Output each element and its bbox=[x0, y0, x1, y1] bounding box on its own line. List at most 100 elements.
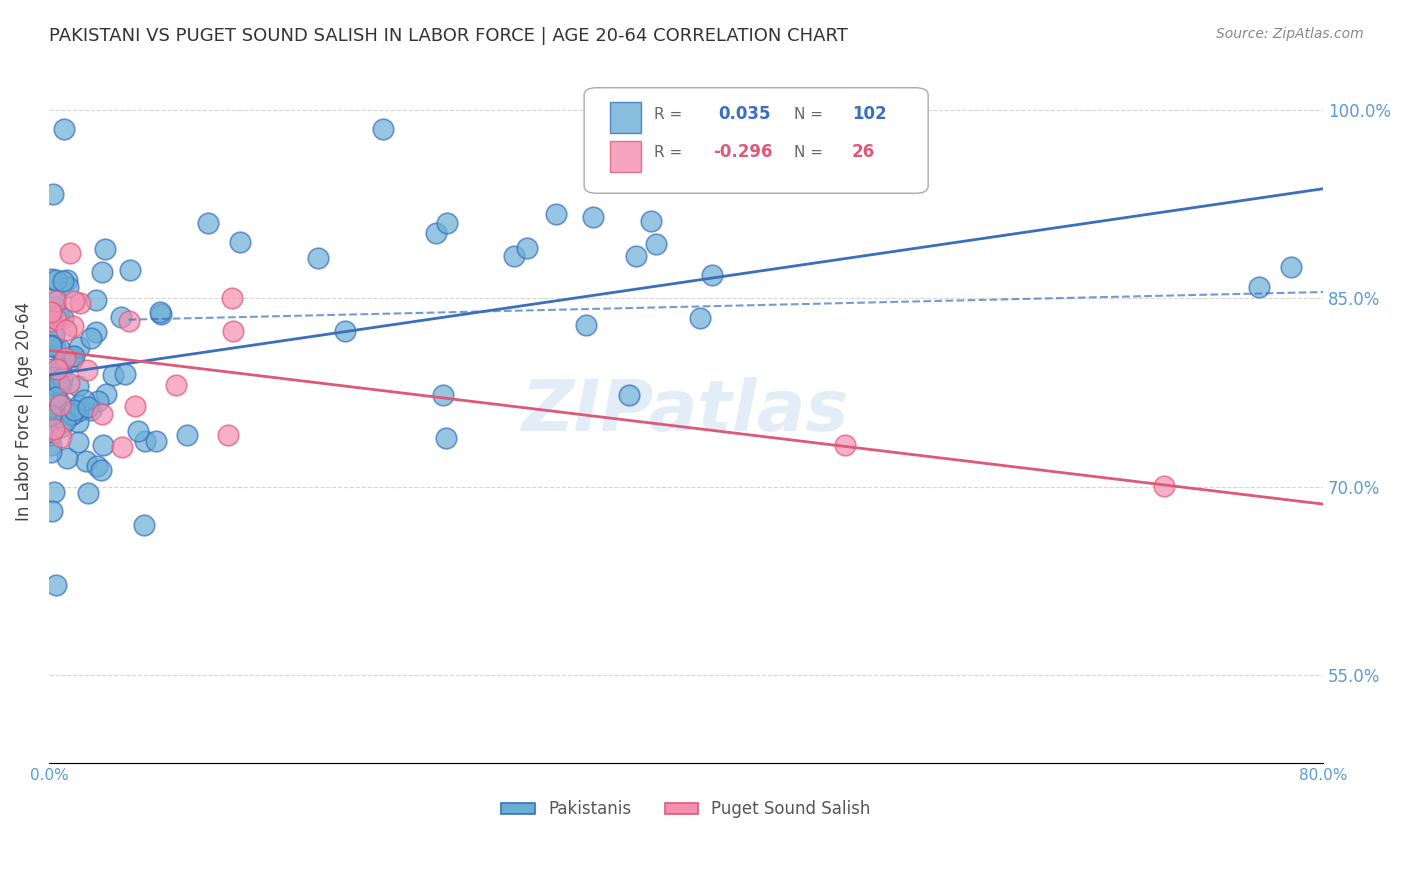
Puget Sound Salish bbox=[53, 351, 76, 365]
Pakistanis bbox=[42, 329, 65, 343]
Pakistanis bbox=[132, 517, 155, 532]
Pakistanis bbox=[52, 310, 75, 325]
Puget Sound Salish bbox=[55, 323, 77, 337]
Pakistanis bbox=[39, 438, 62, 452]
Pakistanis bbox=[1249, 279, 1271, 293]
Pakistanis bbox=[39, 408, 62, 422]
Pakistanis bbox=[77, 400, 100, 414]
Pakistanis bbox=[544, 207, 567, 221]
Pakistanis bbox=[581, 210, 603, 224]
Puget Sound Salish bbox=[49, 398, 72, 412]
Pakistanis bbox=[67, 398, 90, 412]
Pakistanis bbox=[60, 349, 83, 363]
Pakistanis bbox=[41, 338, 63, 352]
Pakistanis bbox=[176, 428, 198, 442]
Pakistanis bbox=[689, 311, 711, 326]
Text: N =: N = bbox=[794, 107, 828, 122]
Puget Sound Salish bbox=[91, 407, 114, 421]
Text: R =: R = bbox=[654, 145, 688, 160]
Pakistanis bbox=[425, 226, 447, 240]
Pakistanis bbox=[229, 235, 252, 249]
Pakistanis bbox=[48, 308, 70, 322]
Pakistanis bbox=[60, 407, 83, 421]
Pakistanis bbox=[307, 251, 329, 265]
Pakistanis bbox=[120, 262, 142, 277]
Pakistanis bbox=[51, 371, 73, 385]
Pakistanis bbox=[49, 378, 72, 392]
Pakistanis bbox=[52, 122, 75, 136]
Pakistanis bbox=[63, 350, 86, 364]
Pakistanis bbox=[700, 268, 723, 282]
Pakistanis bbox=[49, 420, 72, 434]
Pakistanis bbox=[87, 393, 110, 408]
Pakistanis bbox=[58, 280, 80, 294]
Puget Sound Salish bbox=[45, 312, 67, 326]
Pakistanis bbox=[52, 274, 75, 288]
Puget Sound Salish bbox=[58, 245, 80, 260]
Pakistanis bbox=[44, 378, 66, 392]
Pakistanis bbox=[145, 434, 167, 449]
Text: R =: R = bbox=[654, 107, 688, 122]
Text: 0.035: 0.035 bbox=[718, 105, 770, 123]
Pakistanis bbox=[114, 368, 136, 382]
Pakistanis bbox=[67, 415, 90, 429]
Puget Sound Salish bbox=[39, 305, 62, 319]
Pakistanis bbox=[75, 454, 97, 468]
FancyBboxPatch shape bbox=[610, 102, 641, 134]
Pakistanis bbox=[77, 485, 100, 500]
Pakistanis bbox=[94, 242, 117, 256]
Pakistanis bbox=[53, 413, 76, 427]
Pakistanis bbox=[48, 341, 70, 355]
Puget Sound Salish bbox=[58, 376, 80, 390]
Puget Sound Salish bbox=[69, 295, 91, 310]
Pakistanis bbox=[45, 577, 67, 591]
Pakistanis bbox=[45, 390, 67, 404]
Pakistanis bbox=[39, 310, 62, 325]
Pakistanis bbox=[45, 272, 67, 286]
Text: Source: ZipAtlas.com: Source: ZipAtlas.com bbox=[1216, 27, 1364, 41]
Pakistanis bbox=[49, 396, 72, 410]
Pakistanis bbox=[373, 121, 395, 136]
Puget Sound Salish bbox=[49, 430, 72, 444]
Pakistanis bbox=[48, 376, 70, 391]
Puget Sound Salish bbox=[117, 314, 139, 328]
Pakistanis bbox=[42, 327, 65, 342]
Pakistanis bbox=[44, 484, 66, 499]
Puget Sound Salish bbox=[1153, 479, 1175, 493]
Pakistanis bbox=[67, 379, 90, 393]
Pakistanis bbox=[45, 409, 67, 424]
Puget Sound Salish bbox=[221, 291, 243, 305]
Pakistanis bbox=[79, 331, 101, 345]
Pakistanis bbox=[52, 404, 75, 418]
Y-axis label: In Labor Force | Age 20-64: In Labor Force | Age 20-64 bbox=[15, 301, 32, 521]
Pakistanis bbox=[41, 338, 63, 352]
Pakistanis bbox=[101, 368, 124, 382]
Text: 26: 26 bbox=[852, 144, 875, 161]
Puget Sound Salish bbox=[62, 318, 84, 333]
Pakistanis bbox=[90, 463, 112, 477]
Puget Sound Salish bbox=[834, 438, 856, 452]
Puget Sound Salish bbox=[111, 440, 134, 454]
Pakistanis bbox=[63, 402, 86, 417]
Pakistanis bbox=[39, 428, 62, 442]
Puget Sound Salish bbox=[41, 314, 63, 328]
Pakistanis bbox=[39, 444, 62, 458]
Text: N =: N = bbox=[794, 145, 828, 160]
Puget Sound Salish bbox=[45, 362, 67, 376]
Pakistanis bbox=[640, 214, 662, 228]
Pakistanis bbox=[44, 340, 66, 354]
Pakistanis bbox=[80, 402, 103, 417]
Pakistanis bbox=[49, 364, 72, 378]
Puget Sound Salish bbox=[76, 363, 98, 377]
Pakistanis bbox=[149, 305, 172, 319]
Pakistanis bbox=[44, 299, 66, 313]
Pakistanis bbox=[91, 438, 114, 452]
Puget Sound Salish bbox=[44, 421, 66, 435]
Pakistanis bbox=[1279, 260, 1302, 274]
Pakistanis bbox=[66, 434, 89, 449]
Pakistanis bbox=[56, 272, 79, 286]
Pakistanis bbox=[86, 458, 108, 473]
Pakistanis bbox=[333, 324, 356, 338]
Pakistanis bbox=[626, 249, 648, 263]
Pakistanis bbox=[41, 272, 63, 286]
